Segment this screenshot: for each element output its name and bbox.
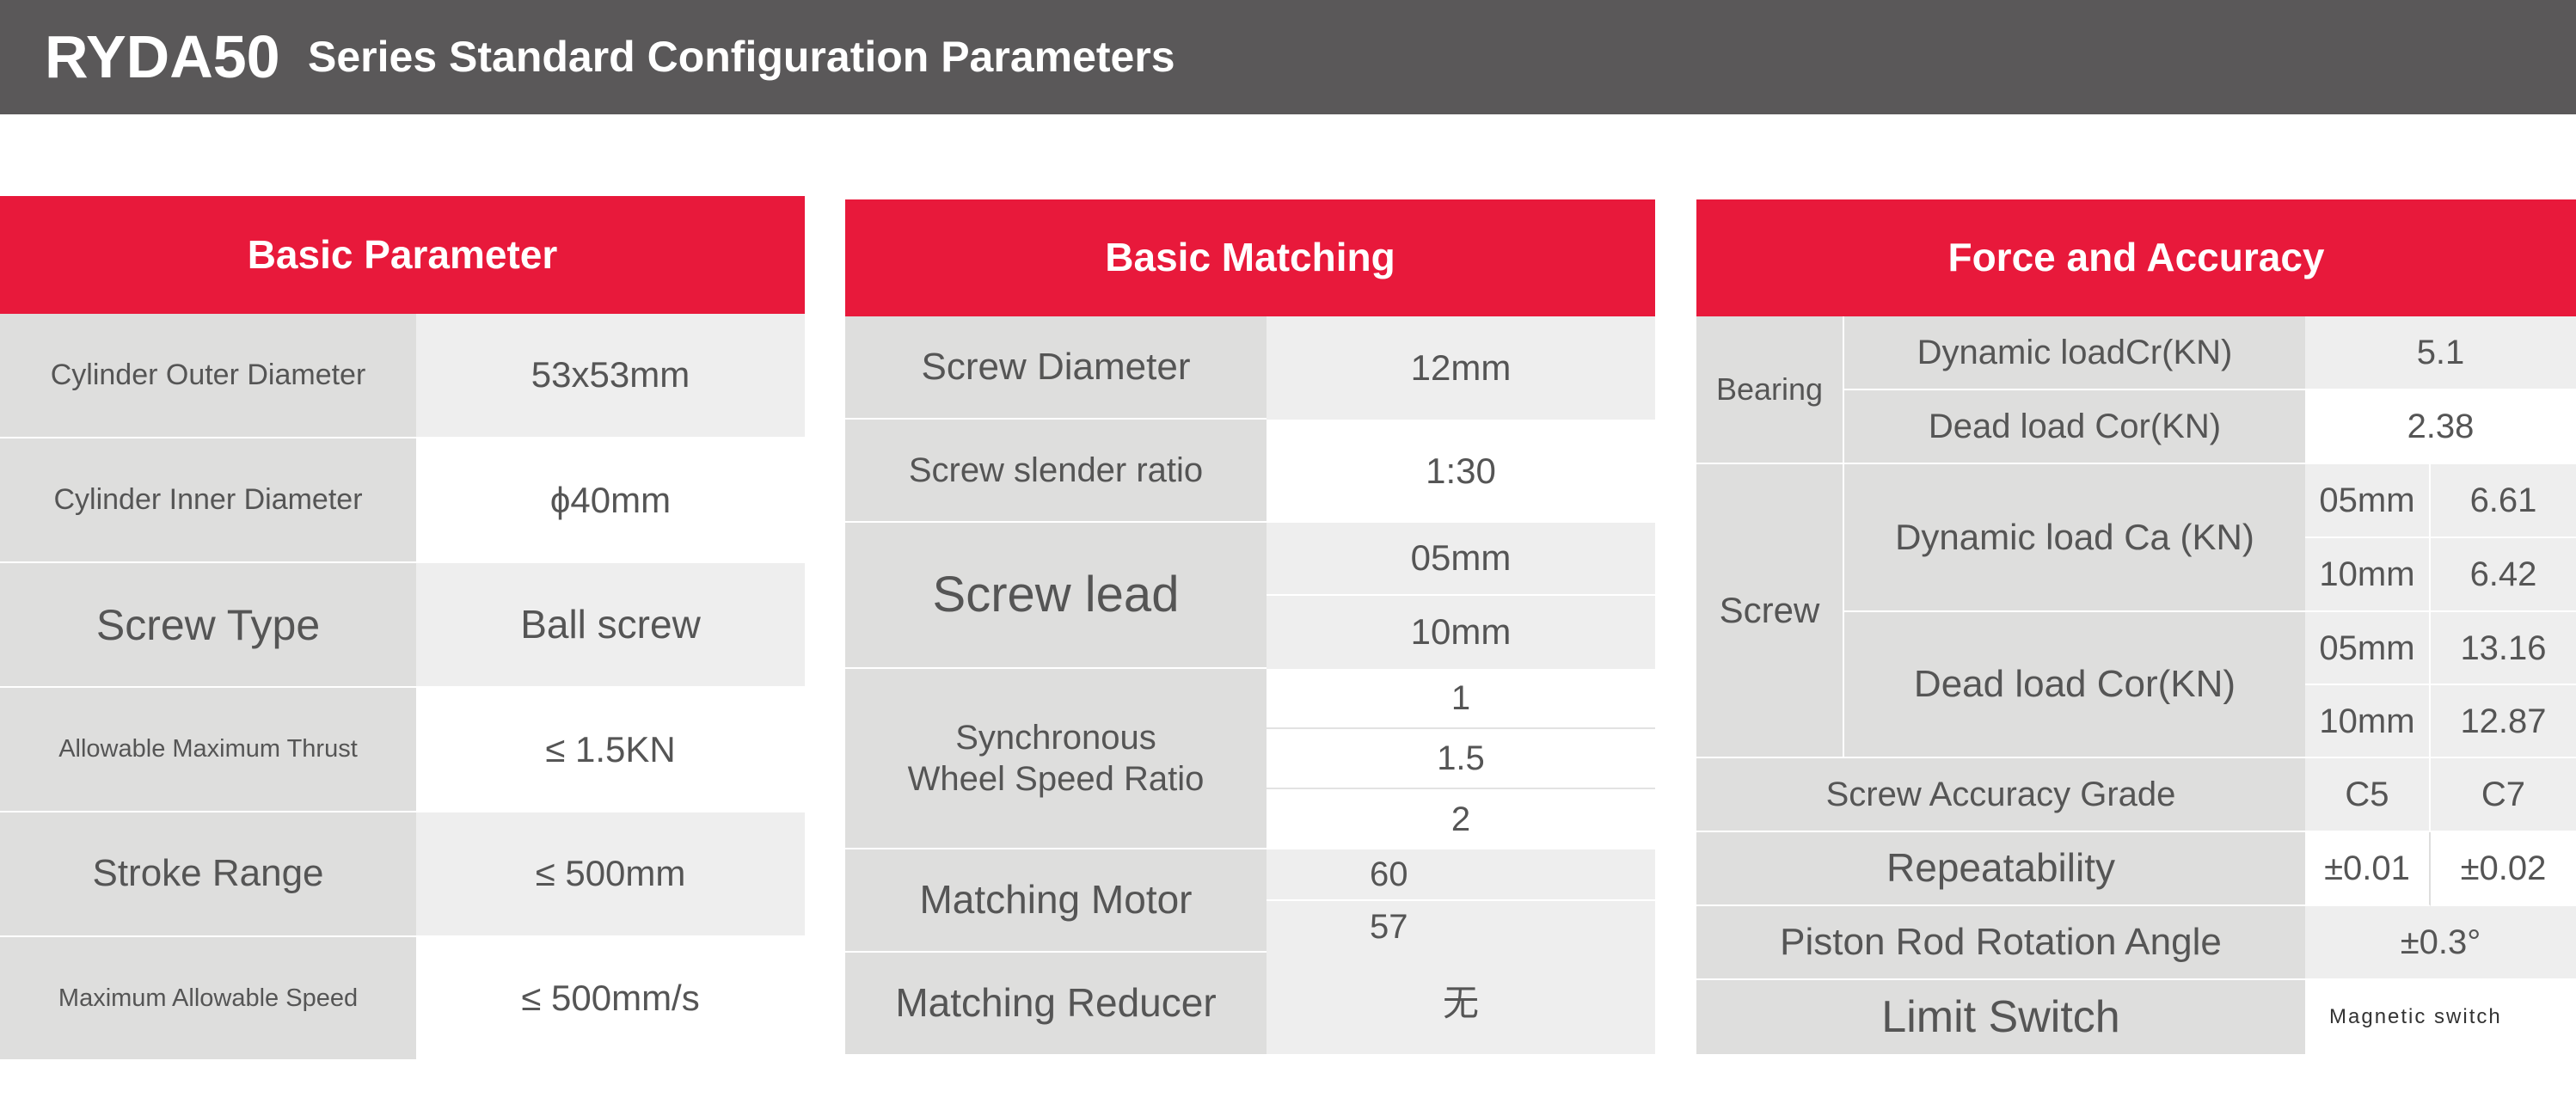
title-banner: RYDA50 Series Standard Configuration Par…	[0, 0, 2576, 114]
value-screw-dead-10: 12.87	[2431, 685, 2576, 758]
label-bearing-dynamic: Dynamic loadCr(KN)	[1844, 316, 2305, 390]
value-grade-c5: C5	[2305, 758, 2431, 832]
basic-matching-table: Basic Matching Screw Diameter 12mm Screw…	[845, 199, 1655, 1054]
label-screw: Screw	[1696, 464, 1844, 758]
value-inner-diameter: ϕ40mm	[416, 438, 805, 563]
value-wheel-ratio-2: 2	[1267, 789, 1655, 849]
value-slender-ratio: 1:30	[1267, 420, 1655, 523]
value-repeatability-1: ±0.01	[2305, 832, 2431, 906]
basic-matching-header: Basic Matching	[845, 199, 1655, 316]
value-rotation-angle: ±0.3°	[2305, 906, 2576, 980]
value-screw-dead-lead-10: 10mm	[2305, 685, 2431, 758]
value-bearing-dynamic: 5.1	[2305, 316, 2576, 390]
value-limit-switch: Magnetic switch	[2305, 980, 2576, 1054]
label-repeatability: Repeatability	[1696, 832, 2305, 906]
label-max-thrust: Allowable Maximum Thrust	[0, 688, 416, 812]
label-matching-reducer: Matching Reducer	[845, 953, 1267, 1054]
value-wheel-ratio-1: 1	[1267, 669, 1655, 729]
label-limit-switch: Limit Switch	[1696, 980, 2305, 1054]
label-wheel-speed-ratio: Synchronous Wheel Speed Ratio	[845, 669, 1267, 849]
value-screw-diameter: 12mm	[1267, 316, 1655, 420]
label-outer-diameter: Cylinder Outer Diameter	[0, 314, 416, 438]
value-repeatability-2: ±0.02	[2431, 832, 2576, 906]
value-screw-dynamic-05: 6.61	[2431, 464, 2576, 538]
label-screw-lead: Screw lead	[845, 523, 1267, 669]
label-screw-dead: Dead load Cor(KN)	[1844, 612, 2305, 758]
value-screw-dynamic-lead-05: 05mm	[2305, 464, 2431, 538]
force-accuracy-header: Force and Accuracy	[1696, 199, 2576, 316]
model-name: RYDA50	[45, 23, 280, 90]
label-stroke-range: Stroke Range	[0, 812, 416, 937]
label-slender-ratio: Screw slender ratio	[845, 420, 1267, 523]
label-bearing: Bearing	[1696, 316, 1844, 464]
value-grade-c7: C7	[2431, 758, 2576, 832]
label-rotation-angle: Piston Rod Rotation Angle	[1696, 906, 2305, 980]
label-max-speed: Maximum Allowable Speed	[0, 937, 416, 1059]
basic-parameter-header: Basic Parameter	[0, 196, 805, 314]
value-bearing-dead: 2.38	[2305, 390, 2576, 464]
label-screw-type: Screw Type	[0, 563, 416, 688]
value-screw-dead-lead-05: 05mm	[2305, 612, 2431, 685]
value-screw-lead-10: 10mm	[1267, 596, 1655, 669]
value-screw-dynamic-lead-10: 10mm	[2305, 538, 2431, 612]
value-screw-type: Ball screw	[416, 563, 805, 688]
value-motor-60: 60	[1267, 849, 1655, 901]
value-max-thrust: ≤ 1.5KN	[416, 688, 805, 812]
banner-title: Series Standard Configuration Parameters	[308, 33, 1175, 81]
label-matching-motor: Matching Motor	[845, 849, 1267, 953]
value-screw-dynamic-10: 6.42	[2431, 538, 2576, 612]
value-screw-lead-05: 05mm	[1267, 523, 1655, 596]
basic-parameter-table: Basic Parameter Cylinder Outer Diameter …	[0, 196, 805, 1059]
value-matching-reducer: 无	[1267, 953, 1655, 1054]
value-max-speed: ≤ 500mm/s	[416, 937, 805, 1059]
value-motor-57: 57	[1267, 901, 1655, 953]
label-screw-diameter: Screw Diameter	[845, 316, 1267, 420]
label-bearing-dead: Dead load Cor(KN)	[1844, 390, 2305, 464]
force-accuracy-table: Force and Accuracy Bearing Dynamic loadC…	[1696, 199, 2576, 1054]
label-screw-dynamic: Dynamic load Ca (KN)	[1844, 464, 2305, 612]
value-wheel-ratio-1-5: 1.5	[1267, 729, 1655, 789]
label-accuracy-grade: Screw Accuracy Grade	[1696, 758, 2305, 832]
value-stroke-range: ≤ 500mm	[416, 812, 805, 937]
value-screw-dead-05: 13.16	[2431, 612, 2576, 685]
label-inner-diameter: Cylinder Inner Diameter	[0, 438, 416, 563]
value-outer-diameter: 53x53mm	[416, 314, 805, 438]
